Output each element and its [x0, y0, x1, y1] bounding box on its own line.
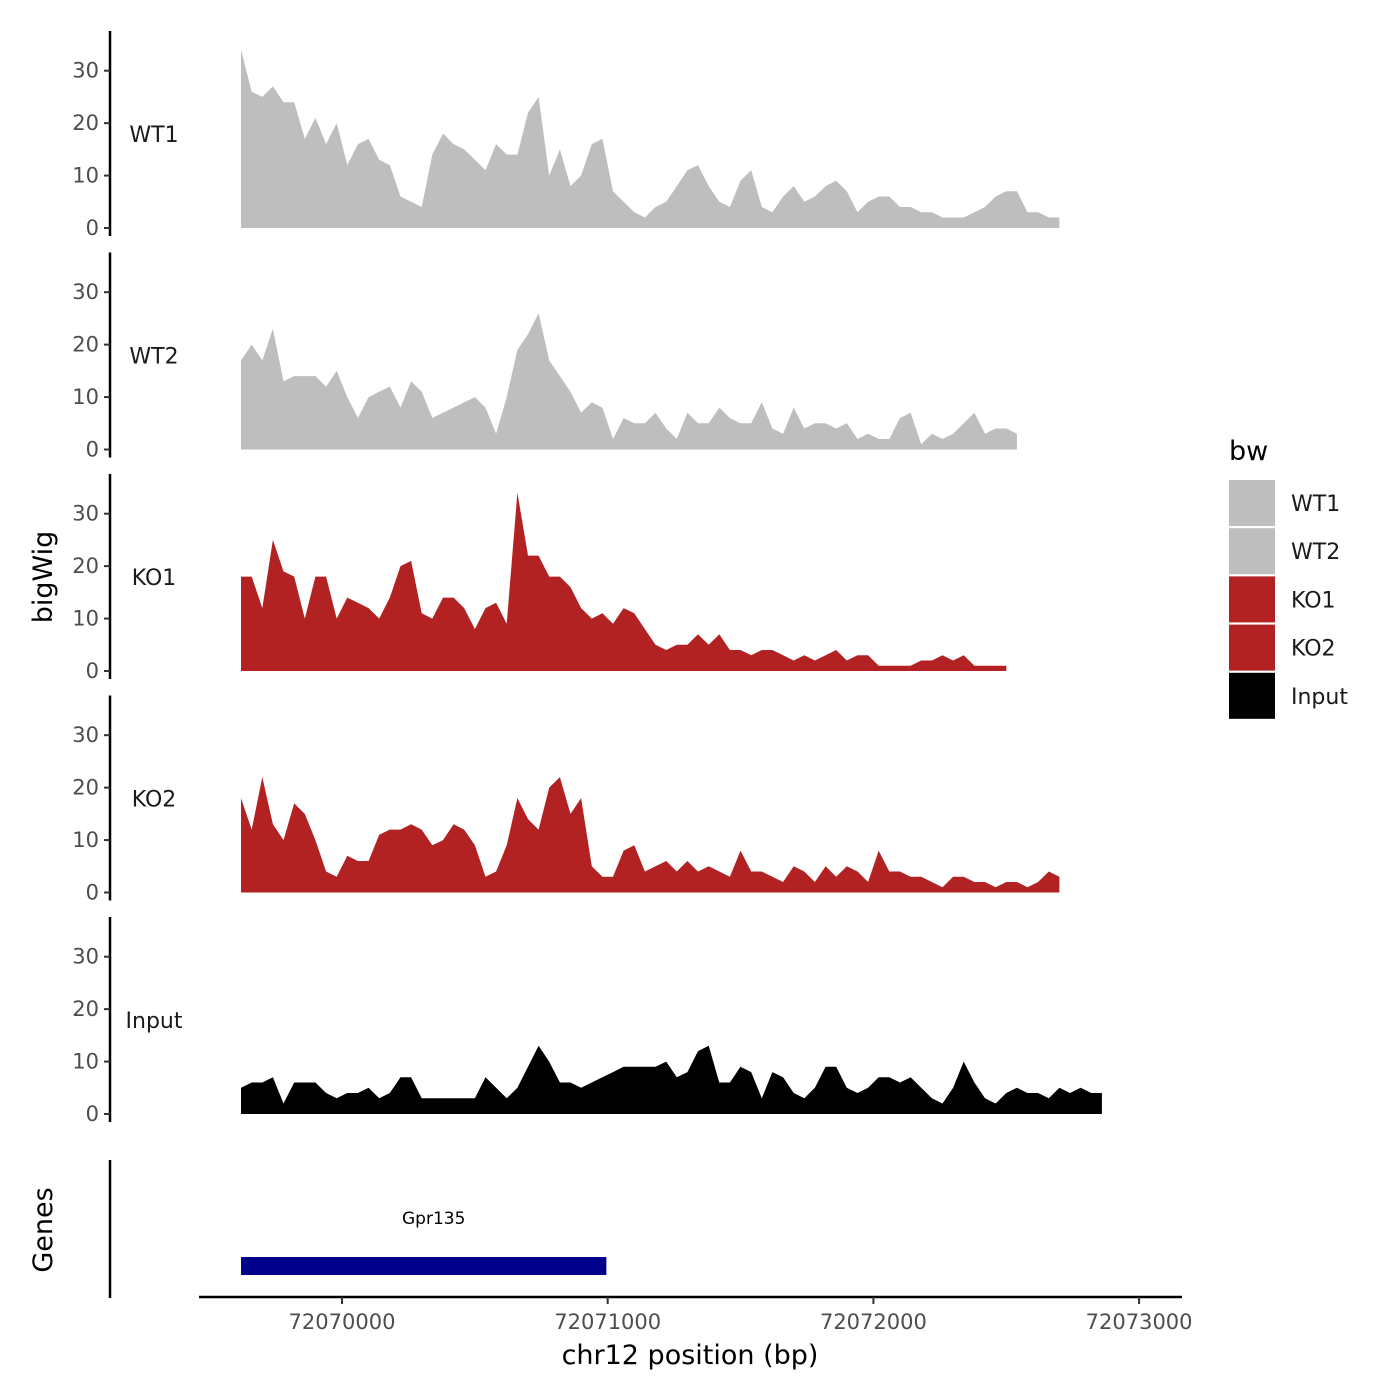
- y-axis-title: bigWig: [28, 531, 59, 624]
- track-label: WT1: [129, 123, 178, 148]
- y-tick-label: 20: [72, 776, 99, 800]
- y-tick-label: 30: [72, 502, 99, 526]
- y-tick-label: 20: [72, 111, 99, 135]
- track-panels: 0 10 20 30 WT1 0 10 20 30 WT2 0 10 20 30 KO1 0 10 20 30 KO2…: [72, 31, 1102, 1126]
- gene-label: Gpr135: [402, 1209, 465, 1229]
- track-input: 0 10 20 30 Input: [72, 917, 1102, 1126]
- y-tick-label: 30: [72, 59, 99, 83]
- y-tick-label: 20: [72, 997, 99, 1021]
- y-tick-label: 10: [72, 607, 99, 631]
- y-tick-label: 20: [72, 554, 99, 578]
- y-tick-label: 0: [86, 216, 99, 240]
- x-axis-title: chr12 position (bp): [562, 1340, 819, 1371]
- legend-label-ko1: KO1: [1291, 588, 1336, 613]
- signal-area-wt1: [241, 49, 1060, 229]
- track-label: Input: [126, 1009, 183, 1034]
- track-ko2: 0 10 20 30 KO2: [72, 695, 1060, 905]
- legend: bw WT1 WT2 KO1 KO2 Input: [1229, 436, 1348, 719]
- signal-area-ko1: [241, 492, 1007, 671]
- y-tick-label: 0: [86, 1102, 99, 1126]
- legend-label-input: Input: [1291, 685, 1348, 710]
- track-label: KO1: [132, 566, 177, 591]
- y-tick-label: 30: [72, 945, 99, 969]
- x-tick-label: 72070000: [289, 1310, 396, 1334]
- track-wt1: 0 10 20 30 WT1: [72, 31, 1060, 240]
- x-tick-label: 72073000: [1086, 1310, 1193, 1334]
- signal-area-input: [241, 1045, 1102, 1114]
- x-tick-label: 72071000: [554, 1310, 661, 1334]
- y-tick-label: 10: [72, 828, 99, 852]
- y-tick-label: 10: [72, 1050, 99, 1074]
- track-label: WT2: [129, 345, 178, 370]
- y-tick-label: 30: [72, 280, 99, 304]
- x-axis: 72070000 72071000 72072000 72073000: [199, 1295, 1193, 1334]
- gene-track: Gpr135: [108, 1160, 607, 1298]
- genes-axis-title: Genes: [28, 1187, 59, 1272]
- legend-key-wt2: [1229, 528, 1275, 575]
- track-ko1: 0 10 20 30 KO1: [72, 474, 1007, 683]
- y-tick-label: 20: [72, 333, 99, 357]
- track-label: KO2: [132, 788, 177, 813]
- y-tick-label: 0: [86, 881, 99, 905]
- x-tick-label: 72072000: [820, 1310, 927, 1334]
- legend-label-wt1: WT1: [1291, 492, 1340, 517]
- track-wt2: 0 10 20 30 WT2: [72, 252, 1017, 462]
- legend-label-wt2: WT2: [1291, 540, 1340, 565]
- y-tick-label: 30: [72, 723, 99, 747]
- gene-body: [241, 1257, 607, 1275]
- signal-area-ko2: [241, 777, 1060, 893]
- legend-key-wt1: [1229, 480, 1275, 526]
- y-tick-label: 0: [86, 659, 99, 683]
- legend-key-input: [1229, 672, 1275, 719]
- y-tick-label: 10: [72, 164, 99, 188]
- legend-title: bw: [1229, 436, 1268, 467]
- signal-area-wt2: [241, 313, 1017, 450]
- legend-label-ko2: KO2: [1291, 637, 1336, 662]
- legend-key-ko2: [1229, 624, 1275, 671]
- y-tick-label: 10: [72, 385, 99, 409]
- y-tick-label: 0: [86, 438, 99, 462]
- legend-key-ko1: [1229, 576, 1275, 623]
